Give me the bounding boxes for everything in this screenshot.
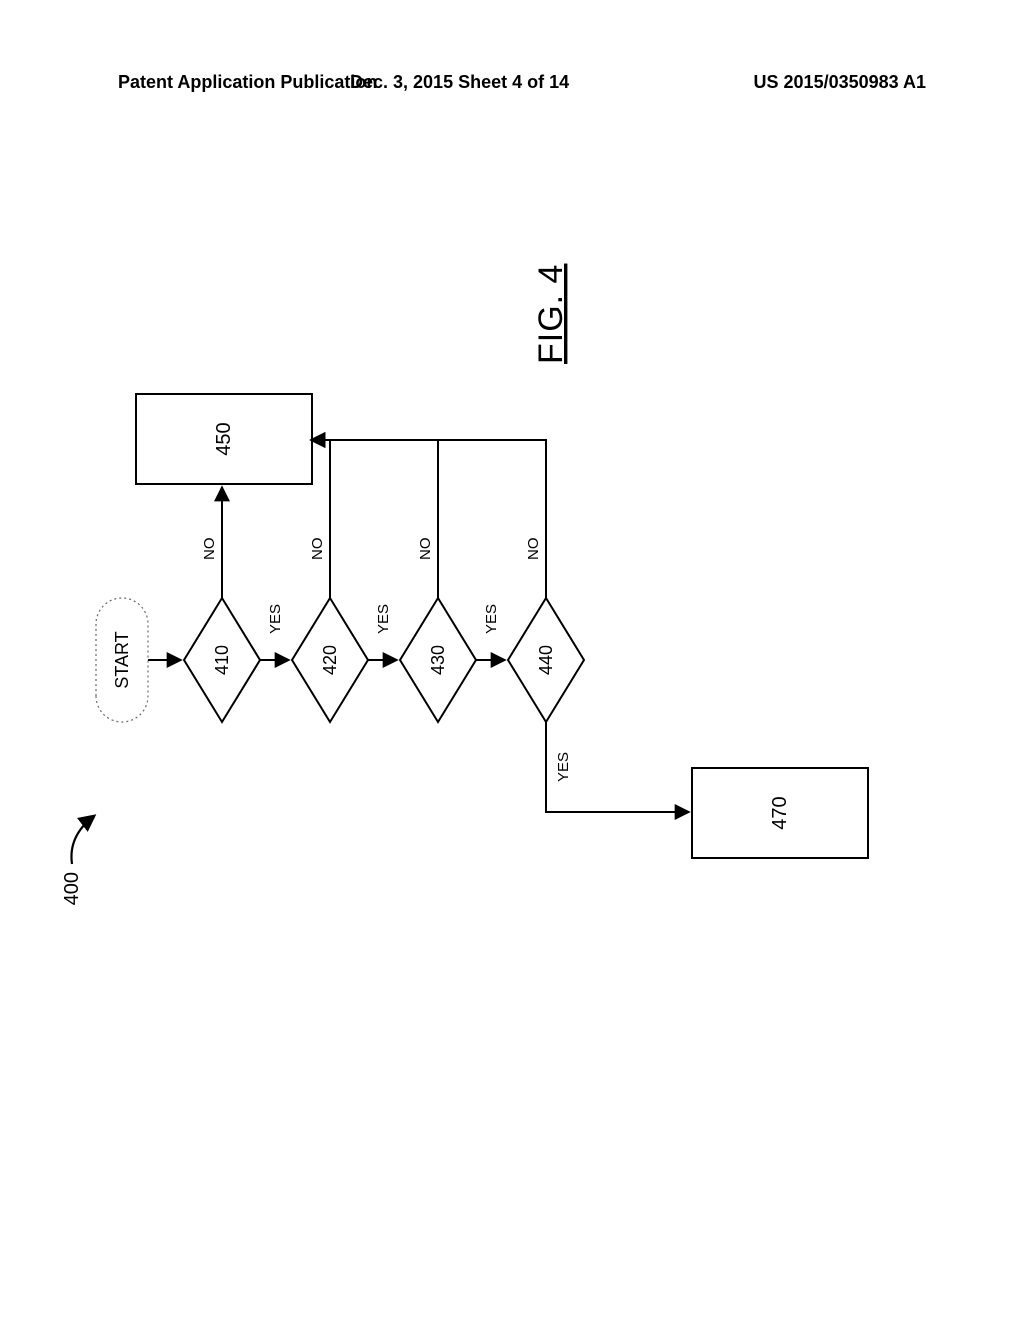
process-450: 450 xyxy=(136,394,312,484)
decision-410: 410 xyxy=(184,598,260,722)
figure-svg: START 400 410 YES NO xyxy=(0,0,1024,1320)
process-470: 470 xyxy=(692,768,868,858)
edge-440-no xyxy=(312,440,546,598)
yes-420: YES xyxy=(375,604,392,634)
decision-420-label: 420 xyxy=(320,645,340,675)
terminator-start: START xyxy=(96,598,148,722)
no-430: NO xyxy=(417,538,434,561)
decision-430-label: 430 xyxy=(428,645,448,675)
decision-440: 440 xyxy=(508,598,584,722)
yes-410: YES xyxy=(267,604,284,634)
no-440: NO xyxy=(525,538,542,561)
no-410: NO xyxy=(201,538,218,561)
edge-420-no xyxy=(312,440,330,598)
yes-440: YES xyxy=(555,752,572,782)
no-420: NO xyxy=(309,538,326,561)
ref-callout: 400 xyxy=(61,816,94,905)
yes-430: YES xyxy=(483,604,500,634)
start-label: START xyxy=(112,631,132,688)
decision-430: 430 xyxy=(400,598,476,722)
figure-caption: FIG. 4 xyxy=(532,264,570,364)
decision-440-label: 440 xyxy=(536,645,556,675)
ref-callout-text: 400 xyxy=(61,872,83,905)
process-470-label: 470 xyxy=(769,796,791,829)
process-450-label: 450 xyxy=(213,422,235,455)
decision-420: 420 xyxy=(292,598,368,722)
decision-410-label: 410 xyxy=(212,645,232,675)
